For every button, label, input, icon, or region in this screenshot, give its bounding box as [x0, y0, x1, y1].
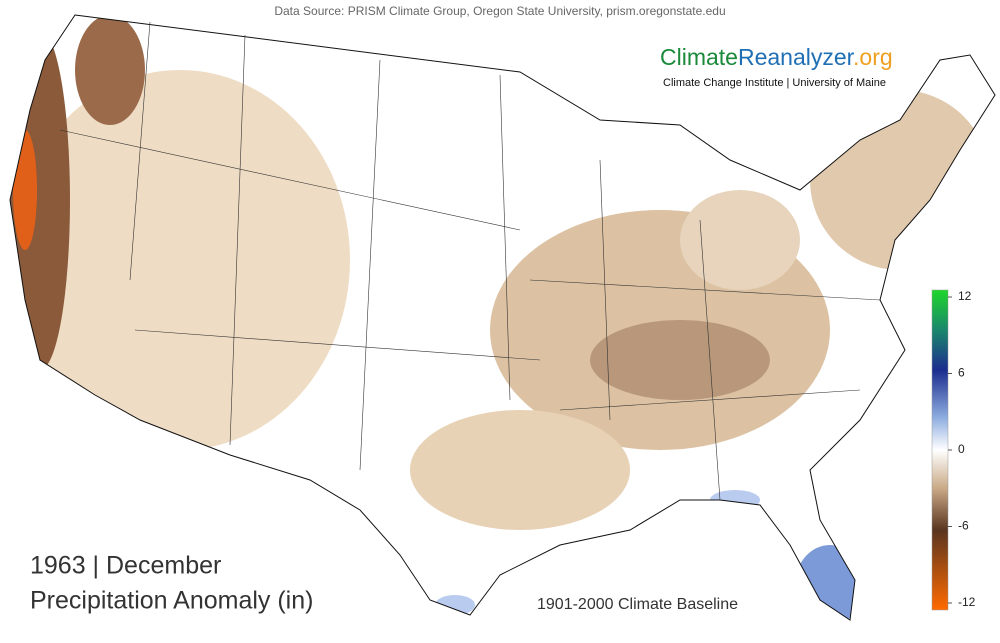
colorbar: 12 6 0 -6 -12: [931, 289, 976, 611]
logo-tagline: Climate Change Institute | University of…: [663, 77, 886, 89]
colorbar-tick-label: 6: [958, 366, 965, 380]
colorbar-tick-label: -6: [958, 519, 969, 533]
anomaly-field: [10, 15, 990, 620]
logo-climate: Climate: [660, 44, 738, 70]
period-label: 1963 | December: [30, 552, 221, 580]
logo: ClimateReanalyzer.org: [660, 44, 893, 70]
colorbar-tick-label: -12: [958, 595, 976, 609]
logo-org: .org: [853, 44, 893, 70]
data-source: Data Source: PRISM Climate Group, Oregon…: [274, 4, 725, 18]
logo-reanalyzer: Reanalyzer: [738, 44, 855, 70]
baseline-label: 1901-2000 Climate Baseline: [537, 596, 738, 613]
colorbar-tick-label: 12: [958, 289, 972, 303]
colorbar-tick-label: 0: [958, 442, 965, 456]
us-map: [9, 14, 996, 621]
variable-label: Precipitation Anomaly (in): [30, 587, 313, 615]
colorbar-gradient: [931, 289, 949, 611]
